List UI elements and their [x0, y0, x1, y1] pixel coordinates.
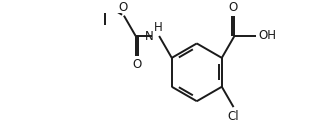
- Text: O: O: [228, 1, 238, 14]
- Text: Cl: Cl: [228, 110, 239, 123]
- Text: O: O: [119, 1, 128, 14]
- Text: H: H: [154, 21, 163, 34]
- Text: N: N: [145, 30, 154, 43]
- Text: O: O: [132, 58, 142, 71]
- Text: OH: OH: [258, 30, 276, 43]
